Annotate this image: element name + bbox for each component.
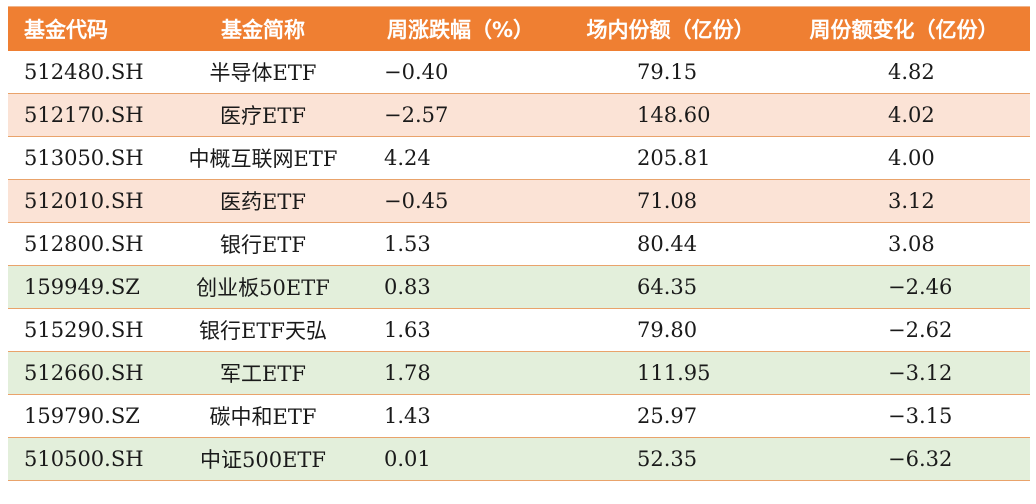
- table-row: 512170.SH 医疗ETF −2.57 148.60 4.02: [8, 94, 1030, 137]
- fund-code-cell: 512010.SH: [24, 189, 144, 213]
- table-row: 510500.SH 中证500ETF 0.01 52.35 −6.32: [8, 438, 1030, 481]
- weekly-share-change-cell: 4.00: [888, 146, 935, 170]
- fund-code-cell: 512170.SH: [24, 103, 144, 127]
- header-weekly-share-change: 周份额变化（亿份）: [809, 17, 999, 42]
- fund-code-cell: 515290.SH: [24, 318, 144, 342]
- fund-code-cell: 512800.SH: [24, 232, 144, 256]
- table-row: 512480.SH 半导体ETF −0.40 79.15 4.82: [8, 51, 1030, 94]
- fund-name-cell: 医疗ETF: [220, 104, 306, 128]
- exchange-shares-cell: 205.81: [637, 146, 711, 170]
- table-header-row: 基金代码 基金简称 周涨跌幅（%） 场内份额（亿份） 周份额变化（亿份）: [8, 7, 1030, 51]
- weekly-share-change-cell: 4.82: [888, 60, 935, 84]
- exchange-shares-cell: 148.60: [637, 103, 711, 127]
- exchange-shares-cell: 71.08: [637, 189, 698, 213]
- weekly-share-change-cell: 3.12: [888, 189, 935, 213]
- weekly-change-pct-cell: 0.83: [384, 275, 431, 299]
- fund-name-cell: 医药ETF: [220, 190, 306, 214]
- fund-name-cell: 军工ETF: [220, 362, 306, 386]
- fund-code-cell: 510500.SH: [24, 447, 144, 471]
- weekly-change-pct-cell: 1.78: [384, 361, 431, 385]
- fund-name-cell: 中证500ETF: [200, 448, 326, 472]
- exchange-shares-cell: 64.35: [637, 275, 698, 299]
- weekly-change-pct-cell: 0.01: [384, 447, 431, 471]
- exchange-shares-cell: 79.15: [637, 60, 698, 84]
- weekly-share-change-cell: 3.08: [888, 232, 935, 256]
- exchange-shares-cell: 111.95: [637, 361, 711, 385]
- weekly-share-change-cell: −6.32: [888, 447, 953, 471]
- table-row: 513050.SH 中概互联网ETF 4.24 205.81 4.00: [8, 137, 1030, 180]
- weekly-share-change-cell: 4.02: [888, 103, 935, 127]
- fund-code-cell: 512660.SH: [24, 361, 144, 385]
- fund-name-cell: 银行ETF: [220, 233, 306, 257]
- weekly-change-pct-cell: −0.45: [384, 189, 449, 213]
- fund-name-cell: 创业板50ETF: [196, 276, 330, 300]
- weekly-change-pct-cell: 1.63: [384, 318, 431, 342]
- exchange-shares-cell: 52.35: [637, 447, 698, 471]
- weekly-change-pct-cell: 1.53: [384, 232, 431, 256]
- exchange-shares-cell: 80.44: [637, 232, 698, 256]
- fund-name-cell: 中概互联网ETF: [188, 147, 338, 171]
- weekly-change-pct-cell: −0.40: [384, 60, 449, 84]
- weekly-share-change-cell: −2.62: [888, 318, 953, 342]
- fund-name-cell: 半导体ETF: [209, 61, 317, 85]
- weekly-share-change-cell: −2.46: [888, 275, 953, 299]
- table-row: 515290.SH 银行ETF天弘 1.63 79.80 −2.62: [8, 309, 1030, 352]
- weekly-change-pct-cell: 4.24: [384, 146, 431, 170]
- fund-code-cell: 513050.SH: [24, 146, 144, 170]
- etf-share-change-table: 基金代码 基金简称 周涨跌幅（%） 场内份额（亿份） 周份额变化（亿份） 512…: [8, 6, 1030, 481]
- fund-name-cell: 碳中和ETF: [209, 405, 317, 429]
- weekly-change-pct-cell: 1.43: [384, 404, 431, 428]
- fund-name-cell: 银行ETF天弘: [199, 319, 327, 343]
- header-weekly-change-pct: 周涨跌幅（%）: [386, 17, 535, 42]
- weekly-change-pct-cell: −2.57: [384, 103, 449, 127]
- weekly-share-change-cell: −3.15: [888, 404, 953, 428]
- table-row: 159949.SZ 创业板50ETF 0.83 64.35 −2.46: [8, 266, 1030, 309]
- fund-code-cell: 159790.SZ: [24, 404, 140, 428]
- table-row: 159790.SZ 碳中和ETF 1.43 25.97 −3.15: [8, 395, 1030, 438]
- fund-code-cell: 159949.SZ: [24, 275, 140, 299]
- table-row: 512010.SH 医药ETF −0.45 71.08 3.12: [8, 180, 1030, 223]
- weekly-share-change-cell: −3.12: [888, 361, 953, 385]
- header-fund-name: 基金简称: [221, 17, 305, 42]
- exchange-shares-cell: 25.97: [637, 404, 698, 428]
- table-row: 512800.SH 银行ETF 1.53 80.44 3.08: [8, 223, 1030, 266]
- header-exchange-shares: 场内份额（亿份）: [586, 17, 755, 42]
- table-row: 512660.SH 军工ETF 1.78 111.95 −3.12: [8, 352, 1030, 395]
- header-fund-code: 基金代码: [24, 17, 108, 42]
- fund-code-cell: 512480.SH: [24, 60, 144, 84]
- table-body: 512480.SH 半导体ETF −0.40 79.15 4.82 512170.SH 医疗…: [8, 51, 1030, 481]
- exchange-shares-cell: 79.80: [637, 318, 698, 342]
